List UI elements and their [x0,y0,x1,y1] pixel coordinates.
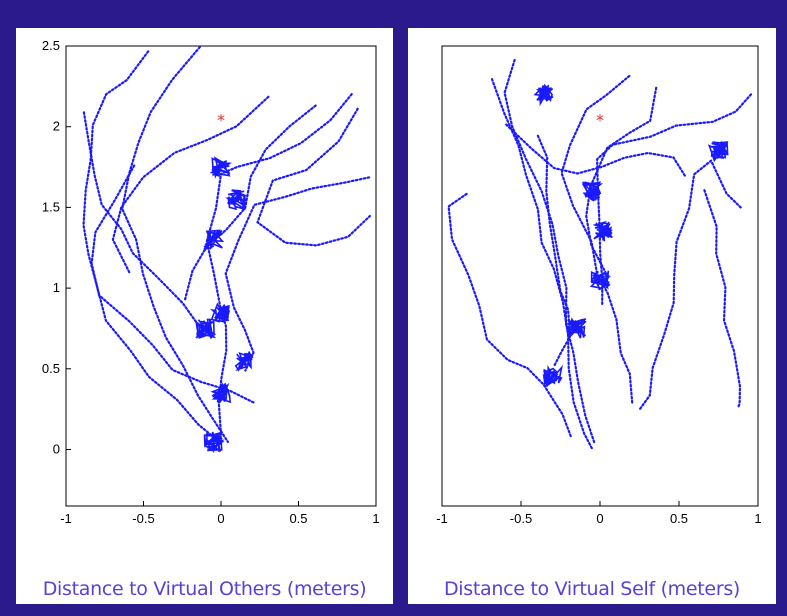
others-trajectory-path [184,104,317,301]
self-cluster-mark [565,317,587,341]
self-x-tick-label: 1 [754,511,761,526]
self-dense-clusters [533,83,729,388]
others-x-tick-label: -0.5 [132,511,154,526]
others-cluster-mark [234,351,255,372]
others-x-tick-label: -1 [60,511,72,526]
x-axis-label-virtual-self: Distance to Virtual Self (meters) [443,578,741,600]
others-cluster-mark [225,189,248,211]
self-trajectory-path [585,86,658,280]
others-trajectory-path [82,111,213,338]
others-cluster-mark [209,156,233,179]
self-x-tick-label: -1 [436,511,448,526]
self-cluster-mark [707,141,729,163]
others-y-tick-label: 0 [53,442,60,457]
self-cluster-mark [542,364,563,388]
self-trajectory-path [490,78,594,450]
self-trajectory-path [503,58,596,444]
self-cluster-mark [589,270,612,291]
plot-panel-virtual-self: -1 -0.5 0 0.5 1 * Distance to Virtual Self (m… [408,28,776,604]
others-cluster-mark [210,382,232,404]
self-origin-marker: * [596,111,604,130]
self-cluster-mark [581,181,604,202]
others-y-tick-label: 1.5 [42,199,60,214]
plot-virtual-self: -1 -0.5 0 0.5 1 * [436,45,762,526]
self-cluster-mark [592,220,614,242]
others-trajectory-path [256,107,371,247]
others-trajectory-path [111,95,270,274]
others-cluster-mark [203,431,225,454]
others-trajectory-path [121,46,229,443]
self-trajectory-path [536,134,572,368]
others-y-tick-label: 0.5 [42,361,60,376]
self-trajectory-path [638,159,742,412]
self-trajectory-path [505,123,687,177]
self-trajectory-path [703,189,742,408]
others-cluster-mark [203,229,225,253]
others-y-tick-label: 1 [53,280,60,295]
others-dense-clusters [195,156,255,454]
others-trajectory-path [224,176,371,372]
others-trajectory-path [205,93,353,437]
others-trajectory-path [90,164,256,405]
self-cluster-mark [533,83,554,107]
others-y-tick-label: 2 [53,119,60,134]
self-x-tick-label: 0 [596,511,603,526]
others-cluster-mark [210,302,231,323]
self-trajectory-path [560,74,634,404]
plot-virtual-others: -1 -0.5 0 0.5 1 0 0.5 1 1.5 2 2.5 * [42,38,380,526]
self-trajectories [447,58,753,450]
others-cluster-mark [195,318,217,340]
others-y-tick-label: 2.5 [42,38,60,53]
self-trajectory-path [447,192,572,438]
others-origin-marker: * [217,111,225,130]
self-x-tick-label: 0.5 [670,511,688,526]
self-x-tick-label: -0.5 [510,511,532,526]
others-x-tick-label: 0.5 [289,511,307,526]
others-x-tick-label: 0 [217,511,224,526]
plot-panel-virtual-others: -1 -0.5 0 0.5 1 0 0.5 1 1.5 2 2.5 * Distance to Vir… [16,28,393,604]
others-x-tick-label: 1 [372,511,379,526]
x-axis-label-virtual-others: Distance to Virtual Others (meters) [42,578,367,600]
